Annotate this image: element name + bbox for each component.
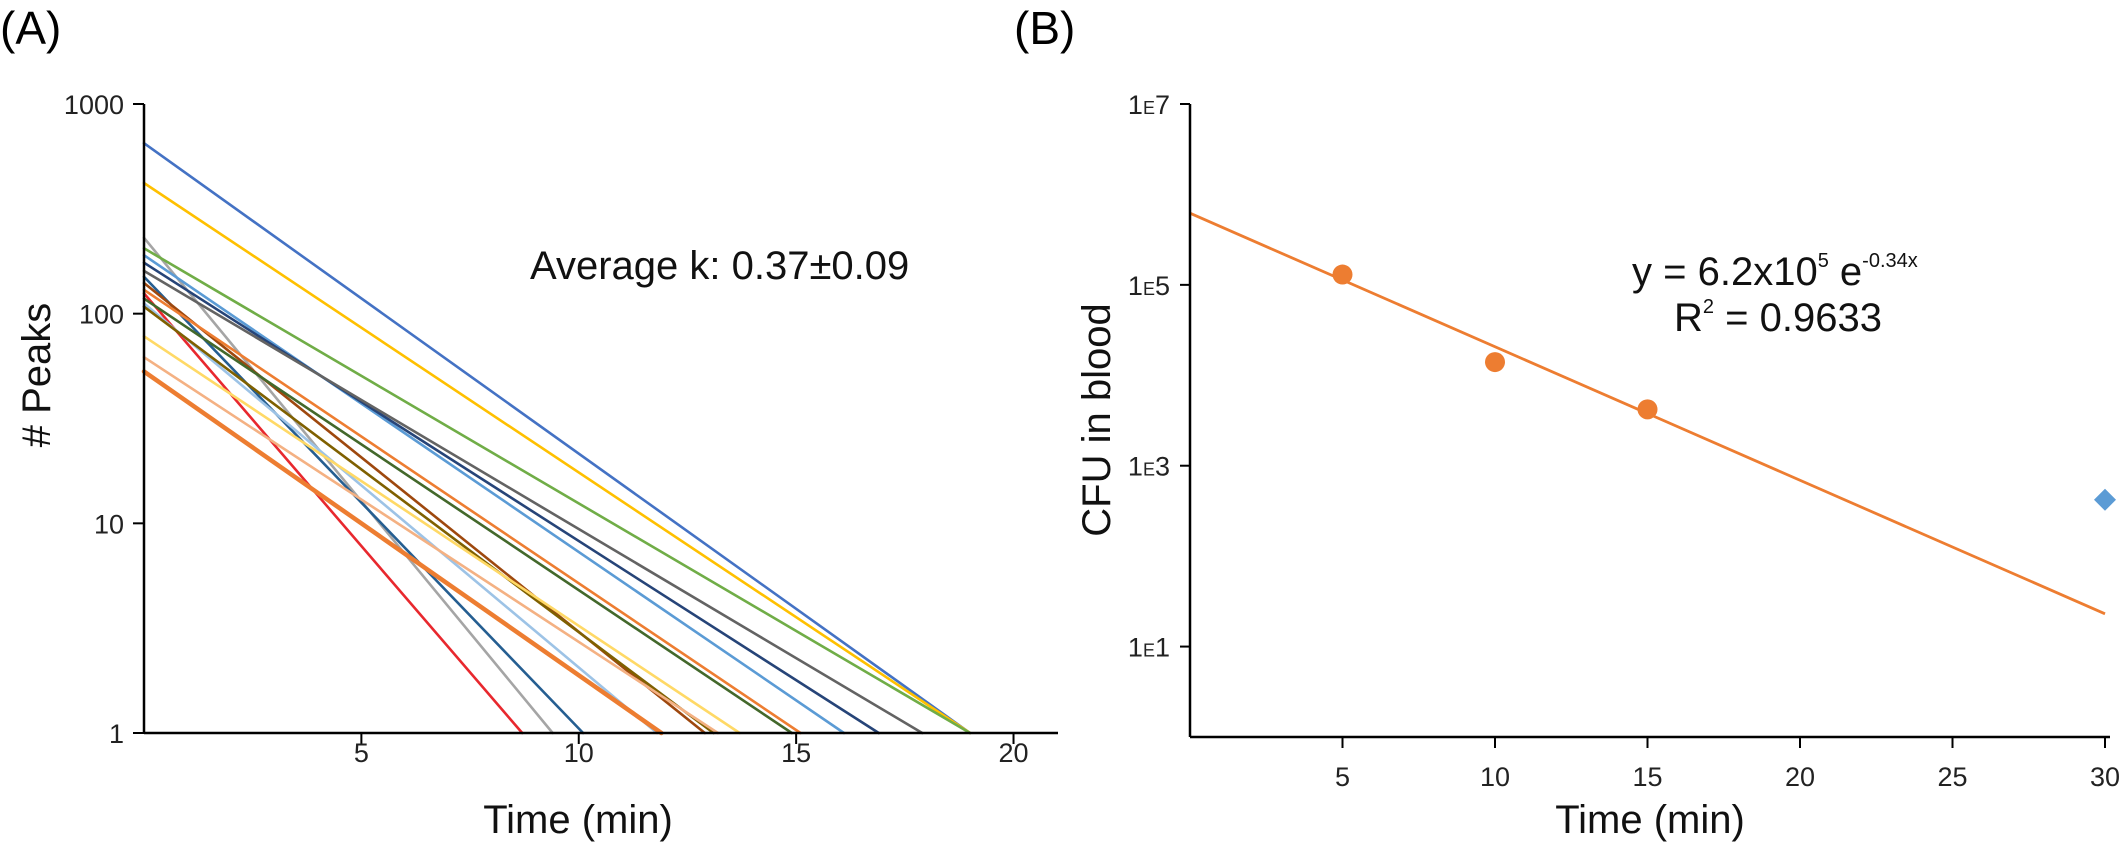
panel-a-y-axis-title: # Peaks xyxy=(15,303,59,448)
panel-b-y-axis-title: CFU in blood xyxy=(1075,303,1119,536)
panel-a-x-ticks: 5 10 15 20 xyxy=(354,733,1029,768)
panel-a-annotation: Average k: 0.37±0.09 xyxy=(530,244,909,288)
panel-a-series-line-14 xyxy=(142,334,741,735)
equation-e: e xyxy=(1829,250,1862,294)
panel-b-y-ticks: 1E7 1E5 1E3 1E1 xyxy=(1128,90,1190,663)
panel-a: (A) 5 10 15 20 1 10 100 1000 Time (min) # Peak… xyxy=(0,2,1058,842)
r2-value: = 0.9633 xyxy=(1714,296,1882,340)
equation-rate: -0.34x xyxy=(1862,250,1918,272)
panel-a-series-line-2 xyxy=(142,236,554,735)
panel-b-x-tick-label: 25 xyxy=(1937,762,1967,792)
panel-a-label: (A) xyxy=(0,2,61,54)
panel-a-series-line-13 xyxy=(142,305,715,735)
panel-a-y-tick-label: 1000 xyxy=(64,90,124,120)
panel-a-y-tick-label: 1 xyxy=(109,719,124,749)
panel-b-points-group xyxy=(1332,264,2116,511)
panel-a-series-line-11 xyxy=(142,297,794,735)
annotation-pm: ± xyxy=(809,244,831,288)
panel-a-series-line-4 xyxy=(142,253,846,735)
panel-b-x-tick-label: 15 xyxy=(1632,762,1662,792)
panel-a-x-tick-label: 15 xyxy=(781,738,811,768)
panel-b-point-3 xyxy=(2094,488,2116,511)
panel-b-x-tick-label: 10 xyxy=(1480,762,1510,792)
panel-a-series-line-15 xyxy=(142,355,720,735)
panel-b-y-tick-label: 1E3 xyxy=(1128,452,1170,482)
panel-a-y-tick-label: 100 xyxy=(79,300,124,330)
panel-a-series-line-1 xyxy=(142,181,972,735)
panel-a-x-tick-label: 20 xyxy=(999,738,1029,768)
fit-equation: y = 6.2x105 e-0.34x xyxy=(1632,250,1918,294)
fit-r-squared: R2 = 0.9633 xyxy=(1674,296,1882,340)
panel-b-x-tick-label: 30 xyxy=(2090,762,2120,792)
panel-a-series-line-12 xyxy=(142,302,659,735)
panel-a-series-line-9 xyxy=(142,288,802,735)
panel-b-point-1 xyxy=(1485,352,1505,373)
panel-a-series-line-6 xyxy=(142,269,924,735)
r2-r: R xyxy=(1674,296,1703,340)
panel-b-x-ticks: 5 10 15 20 25 30 xyxy=(1335,737,2120,792)
panel-a-series-line-8 xyxy=(142,281,707,735)
panel-a-y-ticks: 1 10 100 1000 xyxy=(64,90,144,749)
panel-a-series-line-16 xyxy=(141,369,664,736)
panel-a-series-group xyxy=(141,141,972,736)
r2-exponent: 2 xyxy=(1703,296,1714,318)
panel-b-y-tick-label: 1E1 xyxy=(1128,633,1170,663)
panel-b-x-tick-label: 5 xyxy=(1335,762,1350,792)
annotation-label: Average k: xyxy=(530,244,732,288)
panel-a-y-tick-label: 10 xyxy=(94,509,124,539)
panel-b-y-tick-label: 1E5 xyxy=(1128,271,1170,301)
panel-a-series-line-10 xyxy=(142,292,524,735)
panel-b-point-0 xyxy=(1332,264,1353,285)
panel-a-x-axis-title: Time (min) xyxy=(483,798,673,842)
equation-exponent: 5 xyxy=(1818,250,1829,272)
panel-b-label: (B) xyxy=(1014,2,1075,54)
panel-a-series-line-0 xyxy=(142,141,972,735)
panel-b-x-tick-label: 20 xyxy=(1785,762,1815,792)
panel-b-point-2 xyxy=(1637,399,1658,420)
panel-a-x-tick-label: 10 xyxy=(564,738,594,768)
annotation-k-error: 0.09 xyxy=(831,244,909,288)
annotation-k-value: 0.37 xyxy=(732,244,810,288)
panel-a-series-line-7 xyxy=(142,275,585,735)
panel-a-series-line-5 xyxy=(142,261,881,735)
panel-b-x-axis-title: Time (min) xyxy=(1555,798,1745,842)
panel-a-series-line-3 xyxy=(142,247,972,735)
equation-lhs: y = 6.2x10 xyxy=(1632,250,1818,294)
panel-a-x-tick-label: 5 xyxy=(354,738,369,768)
panel-b-y-tick-label: 1E7 xyxy=(1128,90,1170,120)
